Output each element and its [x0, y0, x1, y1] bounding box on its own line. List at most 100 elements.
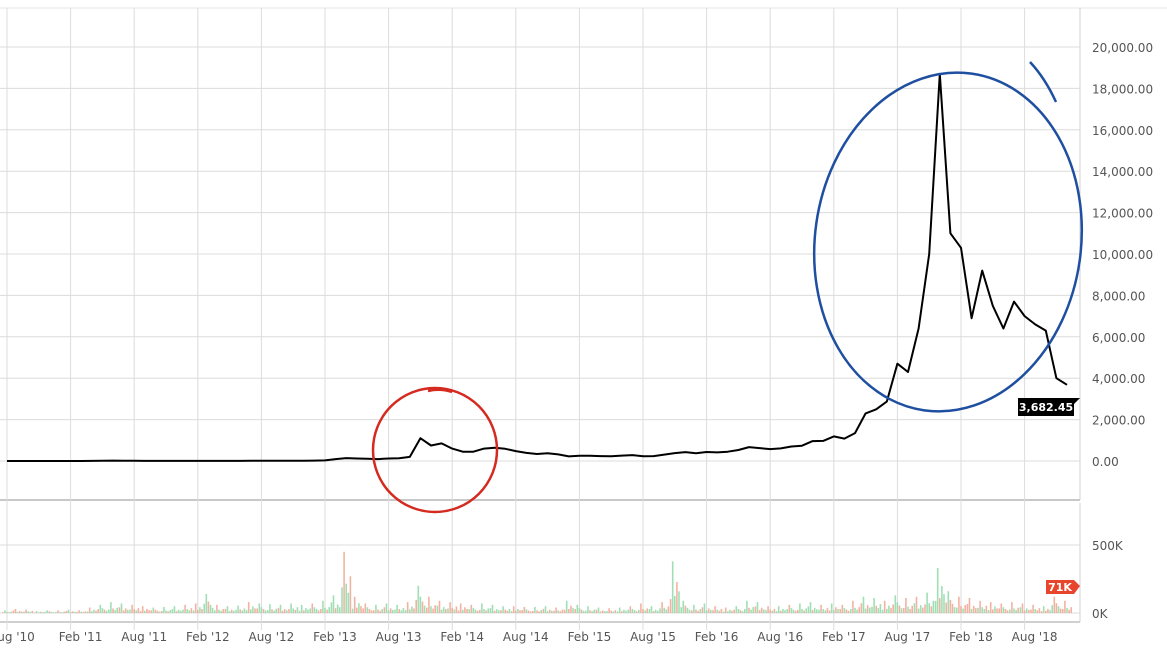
volume-bar — [177, 609, 180, 613]
volume-bar — [604, 611, 606, 613]
volume-bar — [568, 608, 570, 613]
volume-bar — [585, 610, 587, 613]
volume-bar — [1015, 610, 1017, 613]
volume-bar — [506, 610, 509, 613]
volume-bar — [953, 607, 956, 613]
volume-bar — [1032, 604, 1034, 613]
price-tick-label: 8,000.00 — [1092, 289, 1145, 303]
volume-bar — [724, 607, 727, 613]
x-tick-label: Aug '14 — [503, 630, 549, 644]
volume-bar — [589, 610, 591, 613]
volume-bar — [900, 608, 903, 613]
volume-bar — [334, 608, 337, 613]
volume-bar — [1028, 609, 1030, 613]
volume-bar — [818, 609, 820, 613]
volume-bar — [979, 600, 981, 613]
x-tick-label: Aug '10 — [0, 630, 35, 644]
volume-bar — [510, 611, 513, 613]
volume-bar — [769, 609, 771, 613]
price-tick-label: 16,000.00 — [1092, 124, 1153, 138]
volume-bar — [417, 585, 420, 613]
volume-bar — [292, 608, 294, 613]
volume-bar — [394, 609, 396, 613]
volume-bar — [697, 610, 699, 613]
volume-bar — [86, 611, 89, 613]
volume-bar — [137, 608, 140, 613]
volume-bar — [858, 607, 860, 613]
volume-bar — [629, 606, 632, 613]
volume-bar — [652, 611, 655, 613]
volume-bar — [131, 604, 133, 613]
volume-bar — [909, 608, 911, 613]
volume-bar — [1064, 600, 1066, 613]
volume-bar — [356, 607, 358, 613]
volume-bar — [548, 609, 551, 613]
volume-bar — [404, 610, 407, 613]
volume-bar — [161, 610, 163, 613]
volume-bar — [1062, 608, 1064, 613]
volume-bar — [811, 610, 814, 613]
volume-bar — [351, 608, 354, 613]
x-tick-label: Aug '13 — [376, 630, 422, 644]
volume-bar — [975, 608, 977, 613]
volume-bar — [21, 611, 23, 613]
x-tick-label: Feb '15 — [568, 630, 612, 644]
volume-bar — [886, 608, 888, 613]
volume-bar — [964, 605, 966, 613]
volume-bar — [430, 606, 432, 613]
volume-bar — [765, 610, 767, 613]
volume-bar — [2, 612, 4, 613]
volume-bar — [330, 602, 333, 613]
volume-bar — [782, 608, 784, 613]
volume-bar — [71, 611, 74, 613]
volume-bar — [650, 606, 653, 613]
volume-bar — [1013, 608, 1015, 613]
volume-bar — [91, 611, 93, 613]
volume-bar — [608, 608, 610, 613]
volume-bar — [780, 610, 782, 613]
volume-tick-label: 0K — [1092, 607, 1109, 621]
volume-bar — [852, 600, 854, 613]
volume-bar — [845, 609, 848, 613]
volume-bar — [860, 603, 863, 613]
volume-bar — [462, 609, 464, 613]
volume-bar — [269, 604, 271, 613]
volume-bar — [116, 607, 118, 613]
volume-bar — [676, 581, 678, 613]
price-axis-labels: 0.00 2,000.00 4,000.00 6,000.00 8,000.00 10,0… — [1092, 41, 1153, 469]
volume-bar — [474, 609, 477, 613]
volume-bar — [1068, 609, 1070, 613]
volume-bar — [298, 610, 301, 613]
volume-bar — [722, 611, 725, 613]
volume-bar — [271, 609, 273, 613]
volume-bar — [320, 608, 322, 613]
volume-bar — [260, 607, 263, 613]
blue-stroke-annotation — [1029, 61, 1058, 103]
volume-bar — [559, 611, 562, 613]
volume-bar — [816, 609, 818, 613]
volume-bar — [727, 611, 729, 613]
volume-bar — [1038, 608, 1041, 613]
volume-bar — [563, 609, 566, 613]
volume-bar — [46, 610, 49, 613]
volume-bar — [76, 611, 78, 613]
volume-bar — [324, 607, 326, 613]
volume-bar — [994, 606, 996, 613]
volume-bar — [95, 610, 97, 613]
volume-bar — [108, 609, 110, 613]
volume-bar — [720, 608, 723, 613]
volume-bar — [192, 610, 195, 613]
volume-bar — [612, 611, 615, 613]
volume-bar — [570, 605, 572, 613]
volume-bar — [222, 609, 224, 613]
volume-bar — [733, 609, 735, 613]
x-tick-label: Aug '18 — [1012, 630, 1058, 644]
volume-bar — [529, 611, 532, 613]
volume-bar — [214, 610, 216, 613]
volume-bar — [627, 609, 629, 613]
x-tick-label: Feb '14 — [440, 630, 484, 644]
volume-bar — [10, 611, 12, 613]
red-circle-annotation — [371, 386, 499, 514]
volume-bars — [2, 551, 1072, 613]
volume-bar — [750, 609, 752, 613]
